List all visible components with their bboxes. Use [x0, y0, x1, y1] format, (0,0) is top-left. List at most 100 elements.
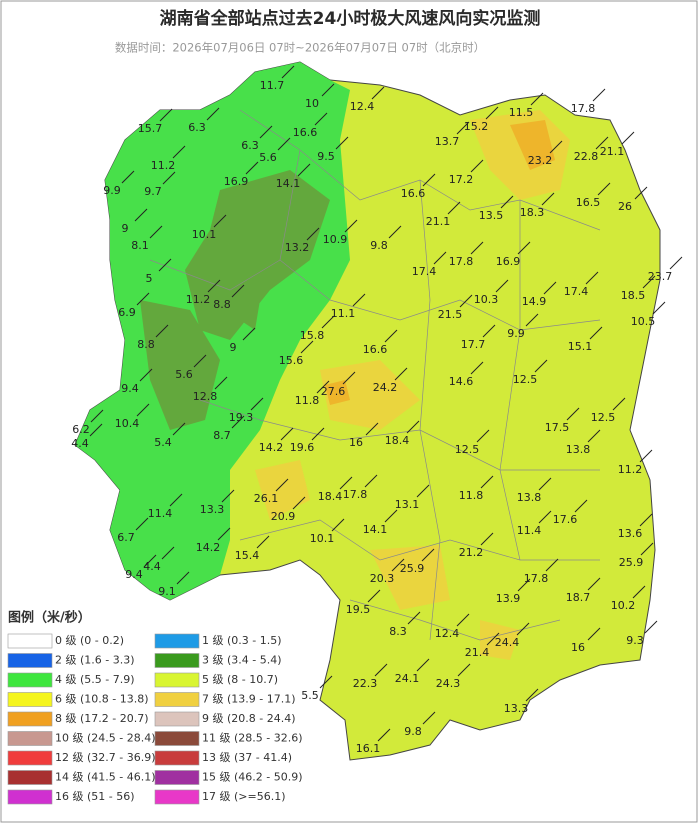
legend-swatch	[154, 692, 200, 707]
wind-barb	[525, 313, 539, 327]
wind-barb	[172, 422, 186, 436]
station-value: 17.7	[461, 338, 486, 351]
wind-barb	[406, 420, 420, 434]
station-value: 9.4	[121, 382, 139, 395]
legend-label: 5 级 (8 - 10.7)	[202, 673, 278, 686]
wind-barb	[321, 315, 335, 329]
station-value: 13.1	[395, 498, 420, 511]
station-value: 11.4	[517, 524, 542, 537]
station-value: 9.8	[370, 239, 388, 252]
station-value: 16	[571, 641, 585, 654]
wind-barb	[391, 558, 405, 572]
wind-barb	[162, 171, 176, 185]
station-value: 9.4	[125, 568, 143, 581]
wind-barb	[250, 397, 264, 411]
wind-barb	[161, 546, 175, 560]
station-value: 25.9	[400, 562, 425, 575]
wind-barb	[259, 125, 273, 139]
wind-barb	[669, 256, 683, 270]
wind-barb	[639, 513, 653, 527]
station-value: 8.3	[389, 625, 407, 638]
legend-swatch	[7, 750, 53, 766]
legend-label: 4 级 (5.5 - 7.9)	[55, 673, 135, 686]
station-value: 8.7	[213, 429, 231, 442]
station-value: 14.9	[522, 295, 547, 308]
legend-label: 10 级 (24.5 - 28.4)	[55, 732, 156, 745]
station-value: 16	[349, 436, 363, 449]
wind-barb	[344, 219, 358, 233]
wind-barb	[456, 121, 470, 135]
wind-barb	[245, 161, 259, 175]
legend-label: 3 级 (3.4 - 5.4)	[202, 654, 282, 667]
wind-barb	[541, 192, 555, 206]
wind-barb	[592, 88, 606, 102]
station-value: 17.6	[553, 513, 578, 526]
station-value: 26.1	[254, 492, 279, 505]
station-value: 13.2	[285, 241, 310, 254]
station-value: 14.1	[276, 177, 301, 190]
station-value: 5.4	[154, 436, 172, 449]
station-value: 10.1	[192, 228, 217, 241]
wind-barb	[433, 251, 447, 265]
wind-barb	[331, 518, 345, 532]
legend-label: 9 级 (20.8 - 24.4)	[202, 712, 296, 725]
legend-label: 15 级 (46.2 - 50.9)	[202, 771, 303, 784]
wind-barb	[416, 484, 430, 498]
station-value: 9.9	[103, 184, 121, 197]
wind-barb	[319, 675, 333, 689]
station-value: 21.4	[465, 646, 490, 659]
station-value: 24.1	[395, 672, 420, 685]
station-value: 5.6	[259, 151, 277, 164]
wind-barb	[585, 271, 599, 285]
station-value: 5	[146, 272, 153, 285]
station-value: 16.1	[356, 742, 381, 755]
wind-barb	[517, 241, 531, 255]
station-value: 14.6	[449, 375, 474, 388]
wind-barb	[256, 535, 270, 549]
wind-barb	[525, 688, 539, 702]
station-value: 9	[230, 341, 237, 354]
station-value: 10.1	[310, 532, 335, 545]
wind-barb	[342, 371, 356, 385]
legend-label: 6 级 (10.8 - 13.8)	[55, 693, 149, 706]
wind-barb	[339, 476, 353, 490]
station-value: 21.2	[459, 546, 484, 559]
station-value: 16.9	[224, 175, 249, 188]
subtitle: 数据时间：2026年07月06日 07时~2026年07月07日 07时（北京时…	[115, 41, 485, 55]
station-value: 9.7	[144, 185, 162, 198]
wind-barb	[447, 201, 461, 215]
legend-label: 14 级 (41.5 - 46.1)	[55, 771, 156, 784]
station-value: 9.1	[158, 585, 176, 598]
wind-barb	[480, 475, 494, 489]
station-value: 17.4	[564, 285, 589, 298]
station-value: 11.2	[151, 159, 176, 172]
wind-barb	[90, 409, 104, 423]
wind-barb	[242, 327, 256, 341]
station-value: 10.2	[611, 599, 636, 612]
wind-barb	[275, 478, 289, 492]
wind-barb	[136, 292, 150, 306]
wind-barb	[589, 326, 603, 340]
station-value: 21.1	[426, 215, 451, 228]
wind-barb	[538, 477, 552, 491]
wind-barb	[311, 427, 325, 441]
legend-swatch	[154, 789, 200, 805]
wind-barb	[149, 225, 163, 239]
wind-barb	[416, 658, 430, 672]
wind-barb	[374, 663, 388, 677]
wind-barb	[644, 620, 658, 634]
station-value: 11.2	[186, 293, 211, 306]
legend-label: 17 级 (>=56.1)	[202, 790, 286, 803]
station-value: 18.5	[621, 289, 646, 302]
station-value: 22.3	[353, 677, 378, 690]
station-value: 8.1	[131, 239, 149, 252]
legend-swatch	[154, 633, 200, 649]
wind-barb	[587, 577, 601, 591]
legend-label: 16 级 (51 - 56)	[55, 790, 135, 803]
station-value: 17.8	[571, 102, 596, 115]
station-value: 15.8	[300, 329, 325, 342]
wind-barb	[206, 107, 220, 121]
legend-label: 1 级 (0.3 - 1.5)	[202, 634, 282, 647]
station-value: 13.3	[200, 503, 225, 516]
wind-barb	[384, 509, 398, 523]
